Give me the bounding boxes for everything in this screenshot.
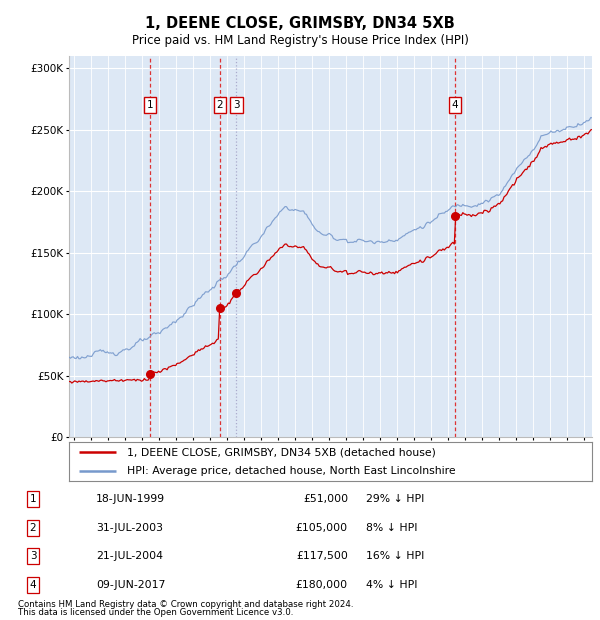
- Text: 3: 3: [29, 551, 37, 561]
- Text: 8% ↓ HPI: 8% ↓ HPI: [366, 523, 418, 533]
- Text: £105,000: £105,000: [296, 523, 348, 533]
- Text: Price paid vs. HM Land Registry's House Price Index (HPI): Price paid vs. HM Land Registry's House …: [131, 34, 469, 47]
- Text: £180,000: £180,000: [296, 580, 348, 590]
- Text: £117,500: £117,500: [296, 551, 348, 561]
- Text: 4: 4: [452, 100, 458, 110]
- Text: 29% ↓ HPI: 29% ↓ HPI: [366, 494, 424, 504]
- Text: 1, DEENE CLOSE, GRIMSBY, DN34 5XB (detached house): 1, DEENE CLOSE, GRIMSBY, DN34 5XB (detac…: [127, 448, 436, 458]
- Text: 2: 2: [29, 523, 37, 533]
- Text: This data is licensed under the Open Government Licence v3.0.: This data is licensed under the Open Gov…: [18, 608, 293, 617]
- Text: 18-JUN-1999: 18-JUN-1999: [96, 494, 165, 504]
- Text: 4% ↓ HPI: 4% ↓ HPI: [366, 580, 418, 590]
- Text: 09-JUN-2017: 09-JUN-2017: [96, 580, 166, 590]
- Text: 4: 4: [29, 580, 37, 590]
- Text: 31-JUL-2003: 31-JUL-2003: [96, 523, 163, 533]
- Text: 21-JUL-2004: 21-JUL-2004: [96, 551, 163, 561]
- Text: Contains HM Land Registry data © Crown copyright and database right 2024.: Contains HM Land Registry data © Crown c…: [18, 600, 353, 609]
- Text: 3: 3: [233, 100, 240, 110]
- Text: HPI: Average price, detached house, North East Lincolnshire: HPI: Average price, detached house, Nort…: [127, 466, 455, 476]
- Text: 1, DEENE CLOSE, GRIMSBY, DN34 5XB: 1, DEENE CLOSE, GRIMSBY, DN34 5XB: [145, 16, 455, 30]
- Text: 16% ↓ HPI: 16% ↓ HPI: [366, 551, 424, 561]
- Text: £51,000: £51,000: [303, 494, 348, 504]
- Text: 2: 2: [217, 100, 223, 110]
- Text: 1: 1: [29, 494, 37, 504]
- Text: 1: 1: [146, 100, 153, 110]
